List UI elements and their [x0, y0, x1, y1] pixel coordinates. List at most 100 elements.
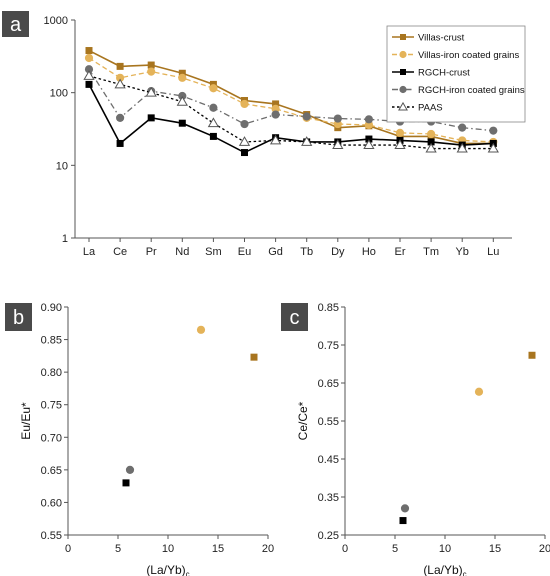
x-tick-label: Pr — [146, 246, 157, 258]
data-point — [301, 136, 313, 146]
data-point — [364, 120, 373, 130]
legend-marker — [400, 69, 406, 75]
x-tick-label: Yb — [455, 246, 468, 258]
y-tick-label: 0.75 — [41, 400, 62, 412]
data-point — [250, 353, 258, 361]
data-point — [178, 69, 186, 77]
y-tick-label: 1000 — [44, 15, 68, 27]
data-point — [332, 139, 344, 150]
x-tick-label: Eu — [238, 246, 251, 258]
x-tick-label: 5 — [115, 543, 121, 555]
x-tick-label: 0 — [342, 543, 348, 555]
series-paas — [83, 70, 499, 153]
chart-a: 1 10 100 1000 La Ce Pr Nd Sm Eu Gd Tb Dy Ho Er Tm Yb Lu — [44, 15, 512, 258]
data-point — [271, 110, 280, 119]
y-tick-label: 0.55 — [41, 530, 62, 542]
series-line — [88, 84, 494, 154]
legend-label: RGCH-crust — [418, 68, 470, 79]
x-tick-label: Tb — [300, 246, 313, 258]
chart-c: 0.25 0.35 0.45 0.55 0.65 0.75 0.85 0 5 10 15 20 (La/… — [296, 302, 550, 576]
data-point — [176, 95, 188, 106]
panel-c-label: c — [290, 307, 300, 329]
x-tick-label: 10 — [162, 543, 174, 555]
x-axis-label-main: (La/Yb) — [423, 563, 462, 576]
data-point — [147, 61, 155, 69]
legend-item: PAAS — [392, 101, 443, 114]
legend: Villas-crust Villas-iron coated grains RGC… — [386, 25, 526, 123]
y-tick-label: 1 — [62, 233, 68, 245]
chart-b: 0.55 0.60 0.65 0.70 0.75 0.80 0.85 0.90 0 5 10 15 20… — [19, 302, 274, 576]
x-tick-label: Nd — [175, 246, 189, 258]
y-tick-label: 0.55 — [318, 416, 339, 428]
panel-a-badge: a — [2, 11, 29, 37]
data-point — [272, 100, 280, 108]
legend-label: Villas-crust — [418, 33, 465, 44]
data-point — [145, 86, 157, 97]
data-point — [85, 47, 93, 55]
legend-item: Villas-crust — [392, 33, 465, 44]
legend-marker — [398, 101, 408, 111]
data-point — [238, 136, 251, 146]
y-tick-label: 0.65 — [41, 465, 62, 477]
data-point — [116, 113, 125, 122]
panel-b-label: b — [13, 307, 24, 329]
data-point — [83, 70, 95, 80]
y-tick-label: 0.85 — [41, 335, 62, 347]
data-point — [178, 73, 187, 82]
data-point — [196, 325, 206, 334]
y-tick-label: 10 — [56, 160, 68, 172]
data-point — [487, 142, 499, 153]
data-point — [458, 123, 467, 132]
series-line — [88, 57, 494, 143]
x-axis-label-subscript: c — [463, 570, 467, 576]
x-tick-label: Dy — [331, 246, 345, 258]
y-tick-label: 0.65 — [318, 378, 339, 390]
data-point — [116, 62, 124, 70]
x-axis-label: (La/Yb)c — [423, 563, 466, 576]
x-tick-label: Sm — [205, 246, 222, 258]
data-point — [178, 119, 186, 127]
data-point — [240, 119, 249, 129]
legend-item: Villas-iron coated grains — [392, 50, 519, 61]
data-point — [125, 465, 135, 474]
y-tick-label: 0.60 — [41, 497, 62, 509]
x-tick-label: Gd — [268, 246, 283, 258]
data-point — [364, 115, 373, 124]
y-axis-label: Ce/Ce* — [296, 401, 310, 440]
data-point — [116, 73, 125, 82]
data-point — [456, 142, 468, 153]
legend-marker — [399, 85, 407, 94]
x-tick-label: 20 — [262, 543, 274, 555]
data-point — [84, 53, 94, 63]
x-tick-label: 15 — [212, 543, 224, 555]
legend-marker — [399, 50, 407, 59]
legend-label: Villas-iron coated grains — [418, 50, 519, 61]
data-point — [209, 103, 218, 112]
panel-b-badge: b — [5, 303, 32, 331]
x-tick-label: 0 — [65, 543, 71, 555]
legend-marker — [400, 34, 406, 40]
x-tick-label: La — [83, 246, 96, 258]
data-point — [85, 80, 93, 88]
data-point — [240, 99, 249, 109]
data-point — [489, 126, 498, 135]
data-point — [400, 504, 410, 513]
panel-c-badge: c — [281, 303, 308, 331]
data-point — [116, 139, 124, 147]
data-point — [209, 84, 218, 93]
y-tick-label: 100 — [50, 88, 68, 100]
x-tick-label: Er — [395, 246, 406, 258]
x-axis-label-subscript: c — [186, 570, 190, 576]
y-axis-label: Eu/Eu* — [19, 402, 33, 440]
data-point — [207, 117, 220, 128]
data-point — [528, 351, 536, 359]
x-tick-label: Lu — [487, 246, 499, 258]
y-tick-label: 0.85 — [318, 302, 339, 314]
y-tick-label: 0.80 — [41, 367, 62, 379]
data-point — [269, 134, 282, 145]
legend-box — [386, 25, 526, 123]
data-point — [395, 128, 405, 137]
x-tick-label: 5 — [392, 543, 398, 555]
data-point — [84, 65, 94, 74]
